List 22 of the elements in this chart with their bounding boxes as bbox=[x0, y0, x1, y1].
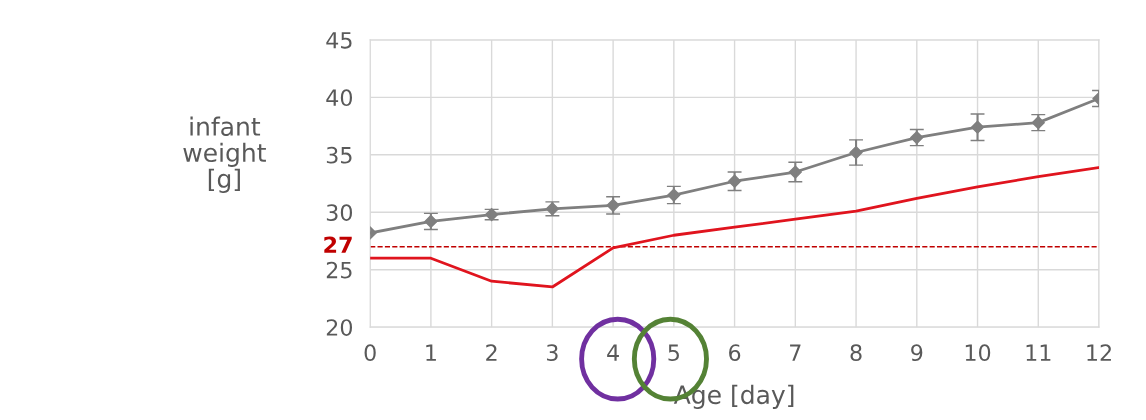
y-tick-label: 20 bbox=[326, 319, 353, 336]
y-tick-label: 30 bbox=[326, 204, 353, 222]
x-tick-label: 2 bbox=[486, 344, 497, 361]
x-tick-label: 0 bbox=[364, 344, 376, 362]
x-tick-label: 11 bbox=[1026, 344, 1051, 361]
x-tick-label: 3 bbox=[547, 344, 558, 362]
y-tick-label: 45 bbox=[326, 32, 352, 49]
x-tick-label: 1 bbox=[426, 344, 436, 361]
y-axis-title: infant weight [g] bbox=[183, 116, 266, 193]
x-tick-label: 8 bbox=[850, 344, 862, 362]
x-tick-label: 9 bbox=[911, 344, 923, 362]
x-tick-label: 4 bbox=[607, 344, 619, 361]
x-tick-label: 7 bbox=[790, 344, 801, 361]
x-tick-label: 6 bbox=[729, 344, 741, 362]
y-tick-label: 40 bbox=[326, 89, 353, 107]
ref-line-label: 27 bbox=[324, 236, 352, 253]
y-tick-label: 25 bbox=[326, 261, 352, 279]
x-tick-label: 12 bbox=[1087, 344, 1111, 361]
x-tick-label: 5 bbox=[668, 344, 679, 362]
line-series bbox=[370, 166, 1100, 289]
x-tick-label: 10 bbox=[965, 344, 991, 362]
y-tick-label: 35 bbox=[326, 146, 352, 164]
